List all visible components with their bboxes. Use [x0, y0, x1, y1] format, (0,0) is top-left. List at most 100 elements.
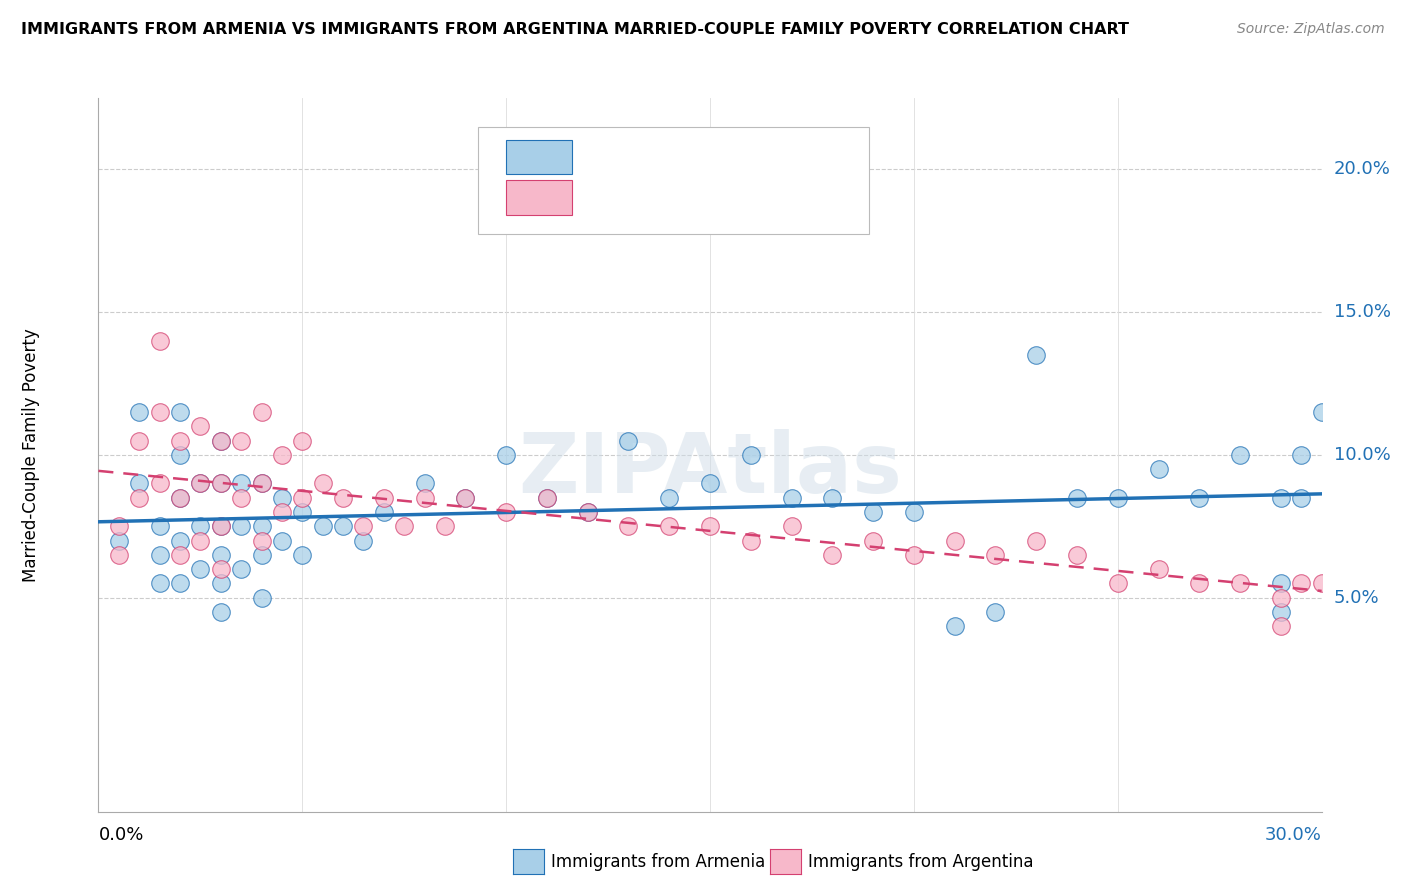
Point	[1025, 348, 1047, 362]
Point	[1270, 576, 1292, 591]
Point	[149, 576, 172, 591]
Point	[312, 476, 335, 491]
Point	[270, 505, 294, 519]
Point	[780, 519, 803, 533]
Point	[1270, 491, 1292, 505]
Text: R = 0.415: R = 0.415	[600, 148, 697, 166]
Point	[209, 434, 232, 448]
Point	[231, 562, 253, 576]
Point	[128, 434, 150, 448]
Point	[780, 491, 803, 505]
FancyBboxPatch shape	[478, 127, 869, 234]
Point	[250, 548, 273, 562]
Point	[1025, 533, 1047, 548]
Point	[149, 405, 172, 419]
Point	[250, 591, 273, 605]
FancyBboxPatch shape	[506, 139, 572, 175]
Point	[250, 519, 273, 533]
Point	[169, 533, 191, 548]
Text: Source: ZipAtlas.com: Source: ZipAtlas.com	[1237, 22, 1385, 37]
Point	[454, 491, 477, 505]
Point	[209, 476, 232, 491]
Point	[1270, 591, 1292, 605]
Point	[1229, 448, 1251, 462]
Point	[699, 476, 721, 491]
Point	[312, 519, 335, 533]
Point	[291, 548, 314, 562]
Point	[270, 533, 294, 548]
Point	[250, 533, 273, 548]
Point	[984, 605, 1007, 619]
Point	[188, 476, 212, 491]
Point	[699, 519, 721, 533]
Point	[250, 476, 273, 491]
Text: 10.0%: 10.0%	[1334, 446, 1391, 464]
Point	[392, 519, 416, 533]
Point	[658, 491, 681, 505]
Text: 20.0%: 20.0%	[1334, 161, 1391, 178]
Point	[1291, 576, 1313, 591]
Point	[617, 434, 640, 448]
Point	[1147, 562, 1170, 576]
Point	[209, 519, 232, 533]
Text: N = 62: N = 62	[723, 148, 790, 166]
Text: N = 57: N = 57	[723, 189, 790, 207]
Text: Married-Couple Family Poverty: Married-Couple Family Poverty	[22, 328, 41, 582]
Point	[270, 491, 294, 505]
Point	[231, 476, 253, 491]
Point	[1188, 576, 1211, 591]
Point	[576, 505, 599, 519]
Point	[188, 533, 212, 548]
Point	[231, 491, 253, 505]
Point	[903, 505, 925, 519]
Point	[149, 334, 172, 348]
Point	[536, 491, 558, 505]
Point	[821, 491, 844, 505]
Point	[169, 576, 191, 591]
Point	[149, 519, 172, 533]
Point	[495, 505, 517, 519]
Point	[231, 519, 253, 533]
Point	[1291, 491, 1313, 505]
Point	[862, 505, 884, 519]
Point	[188, 562, 212, 576]
Point	[291, 434, 314, 448]
Point	[413, 491, 436, 505]
Point	[740, 533, 762, 548]
Point	[209, 434, 232, 448]
Point	[536, 491, 558, 505]
Point	[658, 519, 681, 533]
Point	[943, 533, 966, 548]
Point	[188, 419, 212, 434]
Point	[1066, 548, 1088, 562]
Point	[332, 491, 354, 505]
Point	[1270, 605, 1292, 619]
Point	[108, 533, 131, 548]
Point	[231, 434, 253, 448]
Point	[188, 519, 212, 533]
Point	[108, 548, 131, 562]
Point	[128, 491, 150, 505]
Point	[1066, 491, 1088, 505]
Point	[108, 519, 131, 533]
Point	[209, 562, 232, 576]
Text: ZIPAtlas: ZIPAtlas	[517, 429, 903, 509]
Point	[1107, 576, 1129, 591]
Text: Immigrants from Armenia: Immigrants from Armenia	[551, 853, 765, 871]
Point	[862, 533, 884, 548]
Point	[169, 448, 191, 462]
Point	[454, 491, 477, 505]
Point	[188, 476, 212, 491]
Text: 5.0%: 5.0%	[1334, 589, 1379, 607]
Point	[169, 405, 191, 419]
Point	[250, 405, 273, 419]
Point	[270, 448, 294, 462]
Point	[352, 519, 374, 533]
Point	[943, 619, 966, 633]
Point	[209, 576, 232, 591]
Text: Immigrants from Argentina: Immigrants from Argentina	[808, 853, 1033, 871]
Point	[617, 519, 640, 533]
Point	[1188, 491, 1211, 505]
Text: R = 0.160: R = 0.160	[600, 189, 697, 207]
Point	[373, 505, 395, 519]
